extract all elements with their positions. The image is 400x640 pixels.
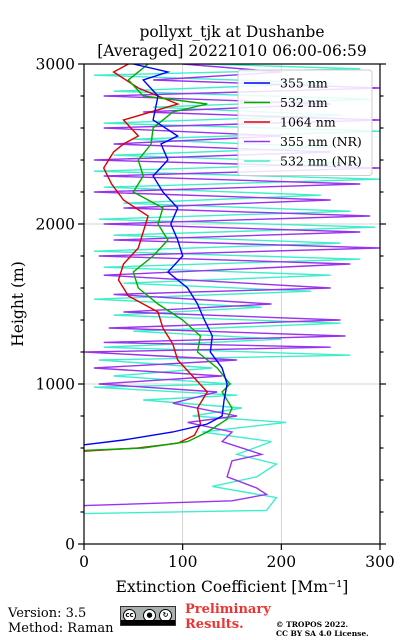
- legend: 355 nm 532 nm 1064 nm 355 nm (NR) 532 nm (NR…: [237, 69, 373, 176]
- method-label: Method: Raman: [8, 621, 114, 636]
- y-tick-label: 2000: [36, 216, 75, 234]
- copyright-line1: © TROPOS 2022.: [276, 620, 349, 629]
- x-tick-label: 300: [365, 553, 395, 571]
- copyright-line2: CC BY SA 4.0 License.: [276, 629, 369, 638]
- x-tick-label: 200: [267, 553, 297, 571]
- sa-icon: ↻: [159, 609, 172, 622]
- x-axis-label: Extinction Coefficient [Mm⁻¹]: [116, 578, 349, 596]
- y-tick-label: 3000: [36, 56, 75, 74]
- y-axis-label: Height (m): [9, 261, 27, 347]
- y-tick-label: 0: [65, 536, 75, 554]
- legend-box: [237, 69, 373, 176]
- preliminary-line2: Results.: [185, 617, 244, 632]
- legend-label: 532 nm (NR): [280, 154, 362, 169]
- version-label: Version: 3.5: [8, 606, 87, 621]
- legend-label: 355 nm (NR): [280, 134, 362, 149]
- cc-license-badge: cc ● ↻: [120, 606, 176, 626]
- y-tick-label: 1000: [36, 376, 75, 394]
- chart-title-line2: [Averaged] 20221010 06:00-06:59: [97, 42, 367, 60]
- legend-label: 532 nm: [280, 95, 328, 110]
- cc-strip: [121, 620, 175, 625]
- legend-label: 1064 nm: [280, 115, 336, 130]
- legend-label: 355 nm: [280, 76, 328, 91]
- copyright-notice: © TROPOS 2022. CC BY SA 4.0 License.: [276, 620, 369, 638]
- x-tick-label: 0: [79, 553, 89, 571]
- x-tick-label: 100: [168, 553, 198, 571]
- chart-title-line1: pollyxt_tjk at Dushanbe: [139, 23, 325, 41]
- series-line-532-nm: [84, 64, 233, 452]
- preliminary-notice: Preliminary Results.: [185, 602, 271, 632]
- axis-ticks: [78, 63, 386, 550]
- series-line-1064-nm: [84, 64, 209, 452]
- series-line-355-nm: [84, 64, 228, 446]
- preliminary-line1: Preliminary: [185, 602, 271, 617]
- plot-frame: [83, 63, 381, 545]
